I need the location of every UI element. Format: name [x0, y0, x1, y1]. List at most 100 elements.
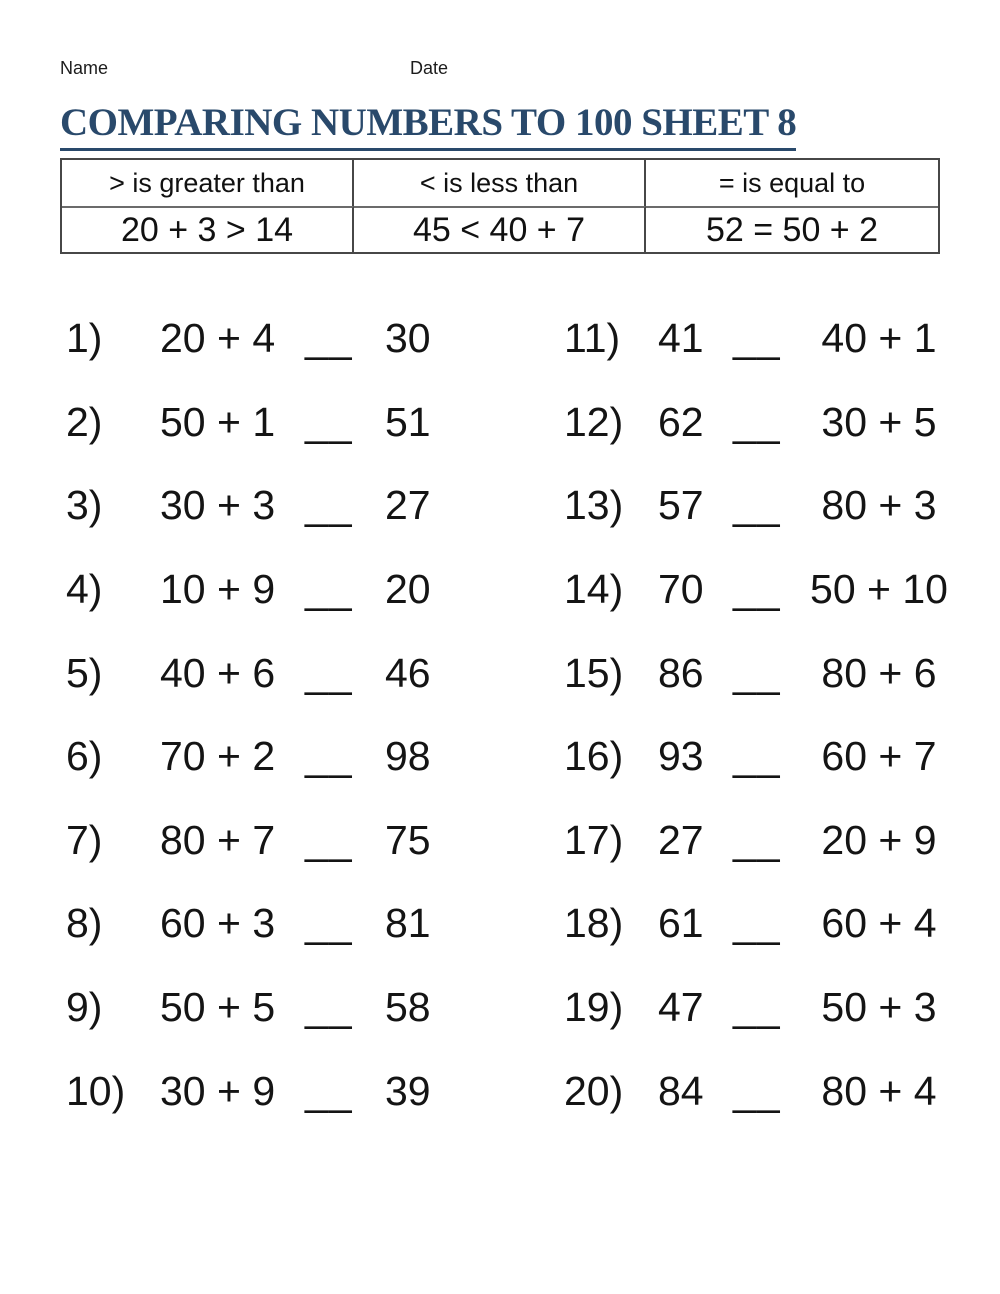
- problem-number: 8): [66, 900, 103, 947]
- problem-number: 16): [564, 733, 624, 780]
- problem-row: 18) 61 __ 60 + 4: [558, 882, 950, 966]
- problem-expression: 30 + 3: [160, 482, 276, 529]
- answer-blank[interactable]: __: [733, 649, 781, 696]
- problem-expression: 50 + 10: [810, 566, 948, 613]
- problem-value: 75: [385, 816, 431, 863]
- answer-blank[interactable]: __: [305, 566, 353, 613]
- problem-number: 3): [66, 482, 103, 529]
- answer-blank[interactable]: __: [733, 733, 781, 780]
- problem-row: 19) 47 __ 50 + 3: [558, 966, 950, 1050]
- problem-number: 10): [66, 1067, 126, 1114]
- problem-row: 12) 62 __ 30 + 5: [558, 381, 950, 465]
- problem-number: 12): [564, 398, 624, 445]
- problem-row: 1) 20 + 4 __ 30: [60, 297, 508, 381]
- problem-value: 27: [658, 816, 704, 863]
- problem-number: 11): [564, 315, 621, 362]
- problem-value: 84: [658, 1067, 704, 1114]
- problem-expression: 80 + 6: [821, 649, 937, 696]
- problem-value: 98: [385, 733, 431, 780]
- answer-blank[interactable]: __: [305, 398, 353, 445]
- answer-blank[interactable]: __: [733, 566, 781, 613]
- problem-number: 9): [66, 984, 103, 1031]
- problem-row: 17) 27 __ 20 + 9: [558, 799, 950, 883]
- problem-expression: 60 + 4: [821, 900, 937, 947]
- problem-row: 7) 80 + 7 __ 75: [60, 799, 508, 883]
- problem-value: 20: [385, 566, 431, 613]
- problem-expression: 10 + 9: [160, 566, 276, 613]
- problem-row: 16) 93 __ 60 + 7: [558, 715, 950, 799]
- answer-blank[interactable]: __: [733, 900, 781, 947]
- answer-blank[interactable]: __: [733, 398, 781, 445]
- answer-blank[interactable]: __: [305, 649, 353, 696]
- problem-value: 41: [658, 315, 704, 362]
- legend-header-equal-to: = is equal to: [718, 167, 866, 198]
- problem-row: 6) 70 + 2 __ 98: [60, 715, 508, 799]
- problem-value: 93: [658, 733, 704, 780]
- problem-number: 19): [564, 984, 624, 1031]
- answer-blank[interactable]: __: [733, 1067, 781, 1114]
- answer-blank[interactable]: __: [733, 482, 781, 529]
- problem-expression: 50 + 5: [160, 984, 276, 1031]
- problem-row: 4) 10 + 9 __ 20: [60, 548, 508, 632]
- problem-number: 2): [66, 398, 103, 445]
- problem-value: 39: [385, 1067, 431, 1114]
- problem-value: 27: [385, 482, 431, 529]
- problem-expression: 70 + 2: [160, 733, 276, 780]
- answer-blank[interactable]: __: [305, 733, 353, 780]
- problem-row: 8) 60 + 3 __ 81: [60, 882, 508, 966]
- problem-number: 13): [564, 482, 624, 529]
- problem-value: 57: [658, 482, 704, 529]
- answer-blank[interactable]: __: [305, 816, 353, 863]
- problem-row: 20) 84 __ 80 + 4: [558, 1049, 950, 1133]
- answer-blank[interactable]: __: [305, 900, 353, 947]
- legend-example-greater-than: 20 + 3 > 14: [62, 206, 354, 252]
- problem-number: 7): [66, 816, 103, 863]
- name-label: Name: [60, 58, 109, 78]
- problem-expression: 50 + 1: [160, 398, 276, 445]
- answer-blank[interactable]: __: [305, 1067, 353, 1114]
- answer-blank[interactable]: __: [733, 315, 781, 362]
- problem-expression: 40 + 1: [821, 315, 937, 362]
- problem-row: 5) 40 + 6 __ 46: [60, 631, 508, 715]
- legend-example-equal-to: 52 = 50 + 2: [646, 206, 938, 252]
- problem-expression: 80 + 7: [160, 816, 276, 863]
- problem-expression: 60 + 3: [160, 900, 276, 947]
- problem-number: 15): [564, 649, 624, 696]
- problem-value: 70: [658, 566, 704, 613]
- problem-row: 10) 30 + 9 __ 39: [60, 1049, 508, 1133]
- problem-expression: 30 + 5: [821, 398, 937, 445]
- problem-number: 4): [66, 566, 103, 613]
- problem-expression: 20 + 9: [821, 816, 937, 863]
- problem-expression: 80 + 3: [821, 482, 937, 529]
- problem-row: 14) 70 __ 50 + 10: [558, 548, 950, 632]
- problem-value: 86: [658, 649, 704, 696]
- symbols-legend-table: > is greater than < is less than = is eq…: [60, 158, 940, 254]
- problem-value: 46: [385, 649, 431, 696]
- answer-blank[interactable]: __: [733, 816, 781, 863]
- problem-row: 11) 41 __ 40 + 1: [558, 297, 950, 381]
- problem-number: 14): [564, 566, 624, 613]
- problem-value: 30: [385, 315, 431, 362]
- problem-number: 6): [66, 733, 103, 780]
- problem-expression: 80 + 4: [821, 1067, 937, 1114]
- problem-value: 81: [385, 900, 431, 947]
- date-label: Date: [410, 58, 449, 78]
- problem-number: 17): [564, 816, 624, 863]
- answer-blank[interactable]: __: [305, 315, 353, 362]
- problem-row: 9) 50 + 5 __ 58: [60, 966, 508, 1050]
- problem-number: 18): [564, 900, 624, 947]
- answer-blank[interactable]: __: [305, 482, 353, 529]
- problem-row: 2) 50 + 1 __ 51: [60, 381, 508, 465]
- problem-number: 5): [66, 649, 103, 696]
- answer-blank[interactable]: __: [305, 984, 353, 1031]
- legend-header-greater-than: > is greater than: [62, 160, 354, 206]
- problem-number: 20): [564, 1067, 624, 1114]
- problem-number: 1): [66, 315, 103, 362]
- problem-expression: 30 + 9: [160, 1067, 276, 1114]
- problem-expression: 20 + 4: [160, 315, 276, 362]
- page-title: COMPARING NUMBERS TO 100 SHEET 8: [60, 101, 797, 151]
- problem-expression: 40 + 6: [160, 649, 276, 696]
- legend-example-less-than: 45 < 40 + 7: [354, 206, 646, 252]
- answer-blank[interactable]: __: [733, 984, 781, 1031]
